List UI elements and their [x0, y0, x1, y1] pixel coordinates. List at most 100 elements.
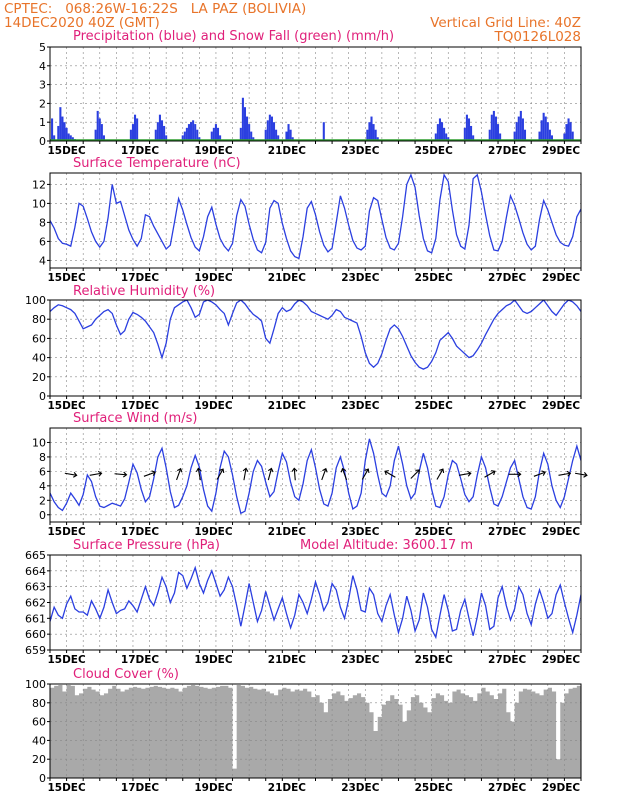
precip-bar — [548, 129, 551, 141]
x-tick-label: 29DEC — [542, 145, 581, 157]
precip-bar — [289, 129, 292, 141]
y-tick-label: 20 — [32, 753, 46, 766]
y-tick-label: 0 — [39, 390, 46, 403]
precip-bar — [71, 137, 74, 141]
precip-bar — [467, 118, 471, 141]
y-tick-label: 0 — [39, 772, 46, 785]
x-tick-label: 15DEC — [47, 400, 86, 412]
x-tick-label: 17DEC — [121, 272, 160, 284]
precip-bar — [445, 133, 448, 141]
header-grid-note: Vertical Grid Line: 40Z — [430, 15, 581, 31]
x-tick-label: 23DEC — [341, 782, 380, 794]
x-tick-label: 25DEC — [415, 400, 454, 412]
x-tick-label: 29DEC — [542, 782, 581, 794]
precip-bar — [190, 122, 193, 141]
y-tick-label: 60 — [32, 332, 46, 345]
precip-bar — [542, 112, 545, 141]
x-tick-label: 29DEC — [542, 654, 581, 666]
precip-bar — [136, 118, 139, 141]
precip-bar — [443, 127, 446, 141]
precip-bar — [160, 120, 164, 141]
precip-bar — [163, 125, 166, 141]
precip-bar — [447, 137, 450, 141]
precip-bar — [198, 137, 201, 141]
precip-bar — [494, 116, 497, 141]
x-tick-label: 23DEC — [341, 145, 380, 157]
precip-bar — [156, 122, 159, 141]
precip-bar — [538, 131, 541, 141]
precip-bar — [291, 137, 294, 141]
y-tick-label: 4 — [39, 480, 46, 493]
precip-bar — [571, 131, 574, 141]
model-altitude-label: Model Altitude: 3600.17 m — [300, 538, 473, 553]
x-tick-label: 19DEC — [194, 272, 233, 284]
y-tick-label: 80 — [32, 697, 46, 710]
precip-bar — [252, 137, 255, 141]
precip-bar — [194, 124, 197, 141]
panel-title: Cloud Cover (%) — [73, 667, 179, 682]
y-tick-label: 6 — [39, 465, 46, 478]
panel-6: 0 20 40 60 80 100 15DEC 17DEC 19DEC 21DEC 23DEC 25D… — [25, 667, 582, 794]
precip-bar — [134, 114, 137, 141]
precip-bar — [192, 120, 195, 141]
series-line — [50, 438, 581, 515]
x-tick-label: 19DEC — [194, 526, 233, 538]
precip-bar — [438, 118, 441, 141]
y-tick-label: 0 — [39, 135, 46, 148]
series-line — [50, 300, 581, 370]
precip-bar — [51, 118, 54, 141]
precip-bar — [219, 135, 222, 141]
x-tick-label: 25DEC — [415, 654, 454, 666]
precip-bar — [210, 131, 213, 141]
wind-arrow — [114, 471, 128, 478]
x-tick-label: 15DEC — [47, 526, 86, 538]
precip-bar — [488, 129, 491, 141]
x-tick-label: 25DEC — [415, 272, 454, 284]
y-tick-label: 10 — [32, 436, 46, 449]
header-datetime: 14DEC2020 40Z (GMT) — [4, 15, 160, 31]
x-tick-label: 21DEC — [268, 526, 307, 538]
y-tick-label: 4 — [39, 254, 46, 267]
header-location: CPTEC: 068:26W-16:22S LA PAZ (BOLIVIA) — [4, 1, 306, 17]
wind-arrow — [340, 467, 348, 481]
y-tick-label: 5 — [39, 41, 46, 54]
wind-arrow — [195, 467, 202, 481]
wind-arrow — [143, 470, 157, 477]
wind-arrow — [484, 470, 496, 478]
precip-bar — [470, 125, 473, 141]
precip-bar — [372, 124, 375, 141]
precip-bar — [374, 129, 377, 141]
panel-title: Surface Pressure (hPa) — [73, 538, 220, 553]
precip-bar — [187, 124, 191, 141]
precip-bar — [94, 129, 97, 141]
precip-bar — [517, 116, 520, 141]
x-tick-label: 15DEC — [47, 145, 86, 157]
precip-bar — [212, 127, 215, 141]
header-model-id: TQ0126L028 — [493, 29, 581, 45]
y-tick-label: 6 — [39, 235, 46, 248]
wind-arrow — [361, 468, 370, 480]
series-line — [50, 565, 581, 640]
wind-arrow — [410, 469, 420, 479]
x-tick-label: 23DEC — [341, 526, 380, 538]
x-tick-label: 15DEC — [47, 272, 86, 284]
y-tick-label: 12 — [32, 178, 46, 191]
x-tick-label: 27DEC — [488, 654, 527, 666]
y-tick-label: 60 — [32, 716, 46, 729]
x-tick-label: 19DEC — [194, 145, 233, 157]
wind-arrow — [176, 467, 183, 481]
y-tick-label: 1 — [39, 116, 46, 129]
x-tick-label: 21DEC — [268, 400, 307, 412]
precip-bar — [287, 124, 290, 141]
precip-bar — [57, 125, 60, 141]
y-tick-label: 665 — [25, 549, 46, 562]
x-tick-label: 19DEC — [194, 400, 233, 412]
precip-bar — [523, 129, 527, 141]
y-tick-label: 661 — [25, 612, 46, 625]
precip-bar — [102, 135, 105, 141]
precip-bar — [513, 131, 516, 141]
y-tick-label: 8 — [39, 451, 46, 464]
x-tick-label: 27DEC — [488, 272, 527, 284]
panel-4: 0 24 68 10 15DEC 17DEC 19DEC 21DEC 23DEC 25DEC 27D… — [32, 411, 588, 538]
precip-bar — [264, 129, 267, 141]
